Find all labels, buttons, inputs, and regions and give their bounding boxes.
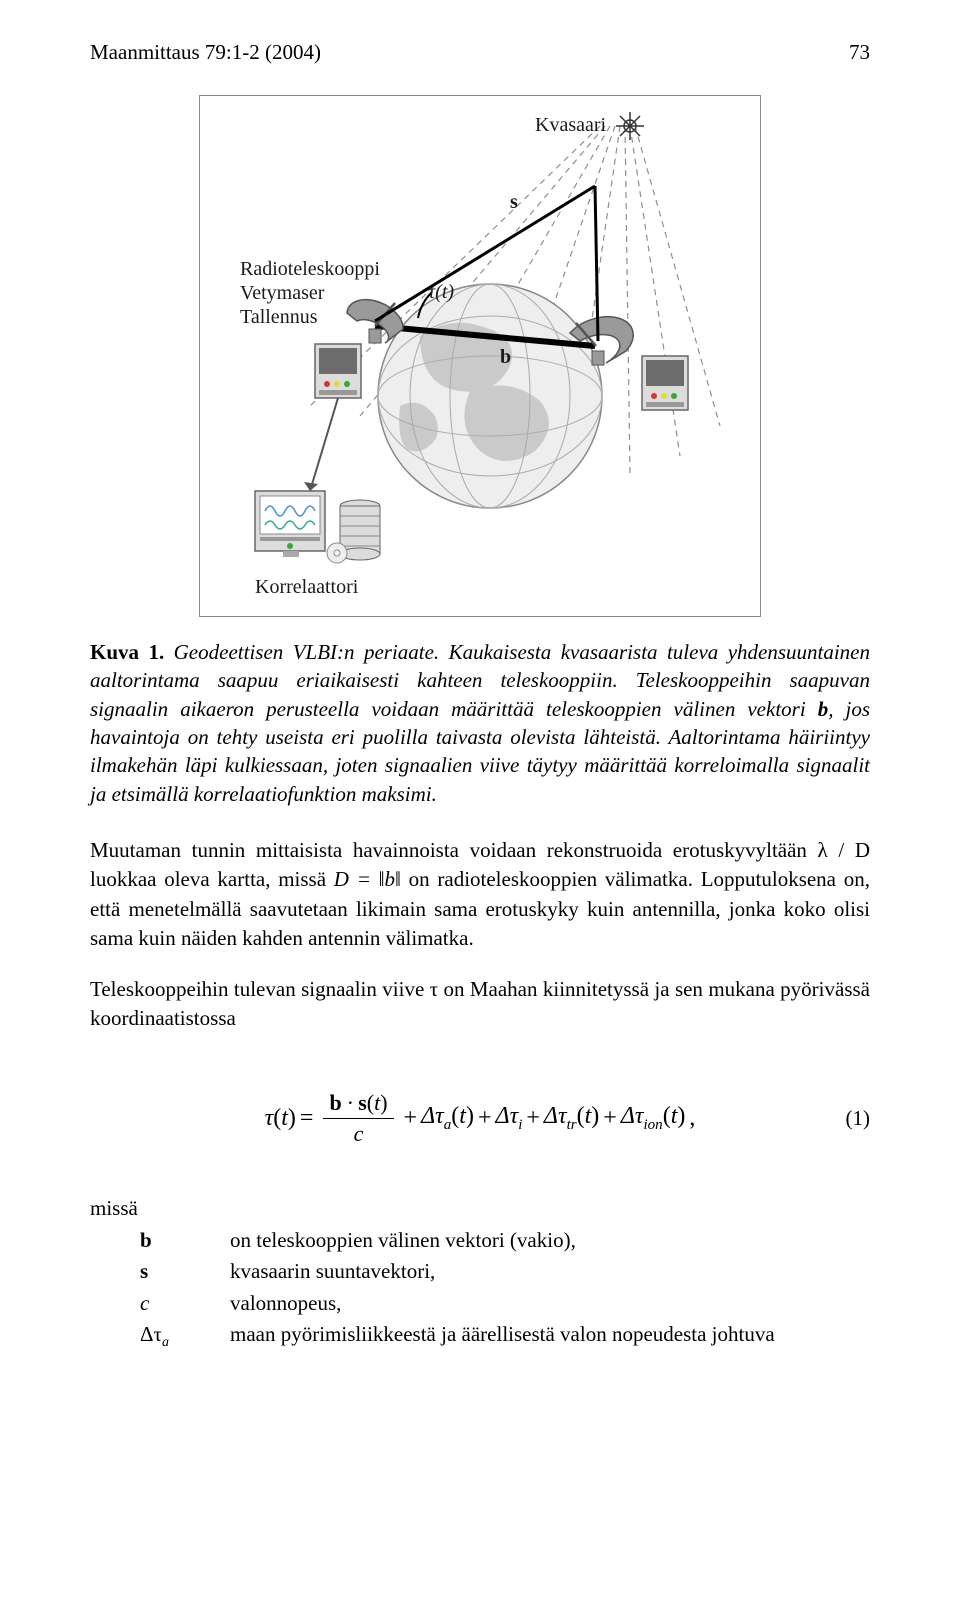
header-left: Maanmittaus 79:1-2 (2004) [90, 40, 321, 65]
caption-text-1: Geodeettisen VLBI:n periaate. Kaukaisest… [90, 640, 870, 721]
figure-1: Kvasaari s τ(t) b Radioteleskooppi Vetym… [199, 95, 761, 617]
where-desc-b: on teleskooppien välinen vektori (vakio)… [230, 1225, 870, 1257]
where-desc-c: valonnopeus, [230, 1288, 870, 1320]
figure-caption: Kuva 1. Geodeettisen VLBI:n periaate. Ka… [90, 638, 870, 808]
fig-label-radioteleskooppi: Radioteleskooppi [240, 258, 380, 281]
where-sym-b: b [90, 1225, 230, 1257]
equation-1: τ(t) = b · s(t) c + Δτa(t) + Δτi + Δτtr(… [265, 1090, 696, 1147]
fig-label-vetymaser: Vetymaser [240, 282, 324, 305]
where-sym-s: s [90, 1256, 230, 1288]
body-p1-eq: D = ‖b‖ [334, 867, 401, 891]
where-sym-dta: Δτa [90, 1319, 230, 1353]
caption-lead: Kuva 1. [90, 640, 164, 664]
body-paragraph-1: Muutaman tunnin mittaisista havainnoista… [90, 836, 870, 954]
body-paragraph-2: Teleskooppeihin tulevan signaalin viive … [90, 975, 870, 1034]
where-row: Δτa maan pyörimisliikkeestä ja äärellise… [90, 1319, 870, 1353]
running-header: Maanmittaus 79:1-2 (2004) 73 [90, 40, 870, 65]
where-block: missä b on teleskooppien välinen vektori… [90, 1193, 870, 1353]
where-row: c valonnopeus, [90, 1288, 870, 1320]
where-desc-dta: maan pyörimisliikkeestä ja äärellisestä … [230, 1319, 870, 1351]
equation-block: τ(t) = b · s(t) c + Δτa(t) + Δτi + Δτtr(… [90, 1083, 870, 1153]
fig-label-korrelaattori: Korrelaattori [255, 576, 358, 599]
fig-label-kvasaari: Kvasaari [535, 114, 606, 137]
where-desc-s: kvasaarin suuntavektori, [230, 1256, 870, 1288]
where-sym-c: c [90, 1288, 230, 1320]
fig-label-tau: τ(t) [428, 281, 454, 304]
caption-b: b [818, 697, 829, 721]
where-row: b on teleskooppien välinen vektori (vaki… [90, 1225, 870, 1257]
equation-number: (1) [846, 1106, 871, 1131]
fig-label-s: s [510, 191, 518, 214]
where-row: s kvasaarin suuntavektori, [90, 1256, 870, 1288]
where-lead: missä [90, 1193, 870, 1225]
header-right: 73 [849, 40, 870, 65]
page: Maanmittaus 79:1-2 (2004) 73 [0, 0, 960, 1394]
fig-label-tallennus: Tallennus [240, 306, 317, 329]
fig-label-b: b [500, 346, 511, 369]
